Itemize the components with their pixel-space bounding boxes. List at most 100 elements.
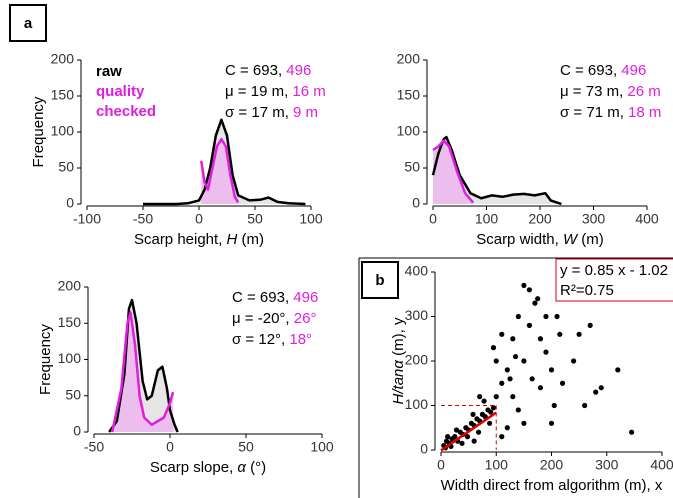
stat-raw: σ = 12°,: [232, 331, 289, 348]
x-tick-label: 100: [299, 211, 323, 227]
point: [629, 429, 635, 435]
y-tick-label: 100: [58, 350, 82, 366]
point: [535, 296, 541, 302]
stat-text: C = 693, 496: [232, 289, 318, 306]
point: [499, 434, 505, 440]
point: [521, 282, 527, 288]
x-tick-label: 200: [528, 211, 552, 227]
y-tick-label: 200: [58, 278, 82, 294]
x-tick-label: -100: [73, 211, 101, 227]
y-axis-label: Frequency: [37, 324, 54, 395]
y-tick-label: 0: [73, 423, 81, 439]
y-tick-label: 50: [58, 159, 74, 175]
point: [593, 389, 599, 395]
x-tick-label: 200: [540, 457, 564, 473]
x-axis-label-part: Scarp height,: [134, 231, 227, 248]
line: [431, 135, 562, 206]
x-tick-label: 50: [247, 211, 263, 227]
point: [507, 376, 513, 382]
point: [493, 394, 499, 400]
stat-qc: 18°: [289, 331, 312, 348]
area: [201, 139, 239, 204]
legend-entry: quality checked: [96, 83, 157, 120]
point: [526, 322, 533, 328]
legend: raw quality checked: [96, 62, 176, 122]
y-tick-label: 50: [404, 159, 420, 175]
stat-text: σ = 71 m, 18 m: [560, 104, 661, 121]
stat-raw: C = 693,: [560, 62, 621, 79]
y-tick-label: 150: [58, 314, 82, 330]
y-tick-label: 150: [397, 87, 421, 103]
point: [499, 331, 505, 337]
x-tick-label: 300: [582, 211, 606, 227]
stat-text: C = 693, 496: [225, 62, 311, 79]
x-tick-label: -50: [133, 211, 153, 227]
x-axis-label-part: H: [227, 231, 238, 248]
point: [510, 394, 516, 400]
x-tick-label: 400: [650, 457, 673, 473]
stat-qc: 496: [286, 62, 311, 79]
point: [557, 331, 563, 337]
point: [537, 385, 544, 391]
point: [551, 402, 557, 409]
y-tick-label: 100: [397, 123, 421, 139]
point: [471, 438, 477, 444]
x-tick-label: 0: [437, 457, 445, 473]
stat-qc: 26°: [294, 310, 317, 327]
x-axis-label-part: α: [237, 459, 246, 476]
y-tick-label: 200: [405, 352, 429, 368]
x-axis-label-part: W: [563, 231, 579, 248]
fit-r2: R²=0.75: [560, 282, 614, 299]
point: [504, 425, 510, 431]
point: [488, 409, 494, 415]
x-axis-label-part: (m): [577, 231, 604, 248]
point: [548, 367, 555, 373]
x-axis-label: Width direct from algorithm (m), x: [441, 477, 663, 494]
stat-raw: μ = -20°,: [232, 310, 294, 327]
point: [526, 287, 533, 293]
stat-qc: 9 m: [293, 104, 318, 121]
point: [615, 367, 621, 373]
point: [464, 434, 471, 440]
line: [200, 137, 240, 204]
point: [512, 353, 519, 360]
stat-raw: μ = 19 m,: [225, 83, 292, 100]
line: [143, 118, 306, 206]
line: [432, 139, 475, 204]
point: [571, 358, 577, 364]
x-tick-label: 300: [595, 457, 619, 473]
stat-qc: 496: [293, 289, 318, 306]
x-axis-label-part: (m): [237, 231, 264, 248]
point: [490, 345, 497, 351]
stat-text: σ = 12°, 18°: [232, 331, 312, 348]
stat-qc: 16 m: [292, 83, 325, 100]
point: [576, 331, 582, 337]
stat-text: μ = -20°, 26°: [232, 310, 316, 327]
x-tick-label: 100: [310, 439, 334, 455]
panel-label: b: [375, 272, 384, 289]
point: [548, 420, 555, 426]
x-axis-label: Scarp width, W (m): [476, 231, 604, 248]
panel-label-box: [9, 4, 47, 42]
stat-raw: C = 693,: [232, 289, 293, 306]
line: [111, 311, 175, 433]
y-tick-label: 100: [405, 396, 429, 412]
point: [504, 367, 510, 373]
stat-text: μ = 19 m, 16 m: [225, 83, 326, 100]
y-tick-label: 0: [420, 441, 428, 457]
y-axis-label: H/tanα (m), y: [390, 317, 407, 404]
x-tick-label: 0: [195, 211, 203, 227]
point: [510, 336, 516, 342]
point: [529, 376, 535, 382]
x-axis-label-part: Width direct from algorithm (m), x: [441, 477, 663, 494]
point: [543, 313, 549, 320]
point: [475, 429, 482, 435]
legend-entry: raw: [96, 63, 122, 80]
point: [487, 420, 493, 426]
point: [453, 427, 460, 433]
y-axis-label: Frequency: [30, 96, 47, 167]
point: [587, 322, 593, 328]
x-tick-label: -50: [84, 439, 104, 455]
